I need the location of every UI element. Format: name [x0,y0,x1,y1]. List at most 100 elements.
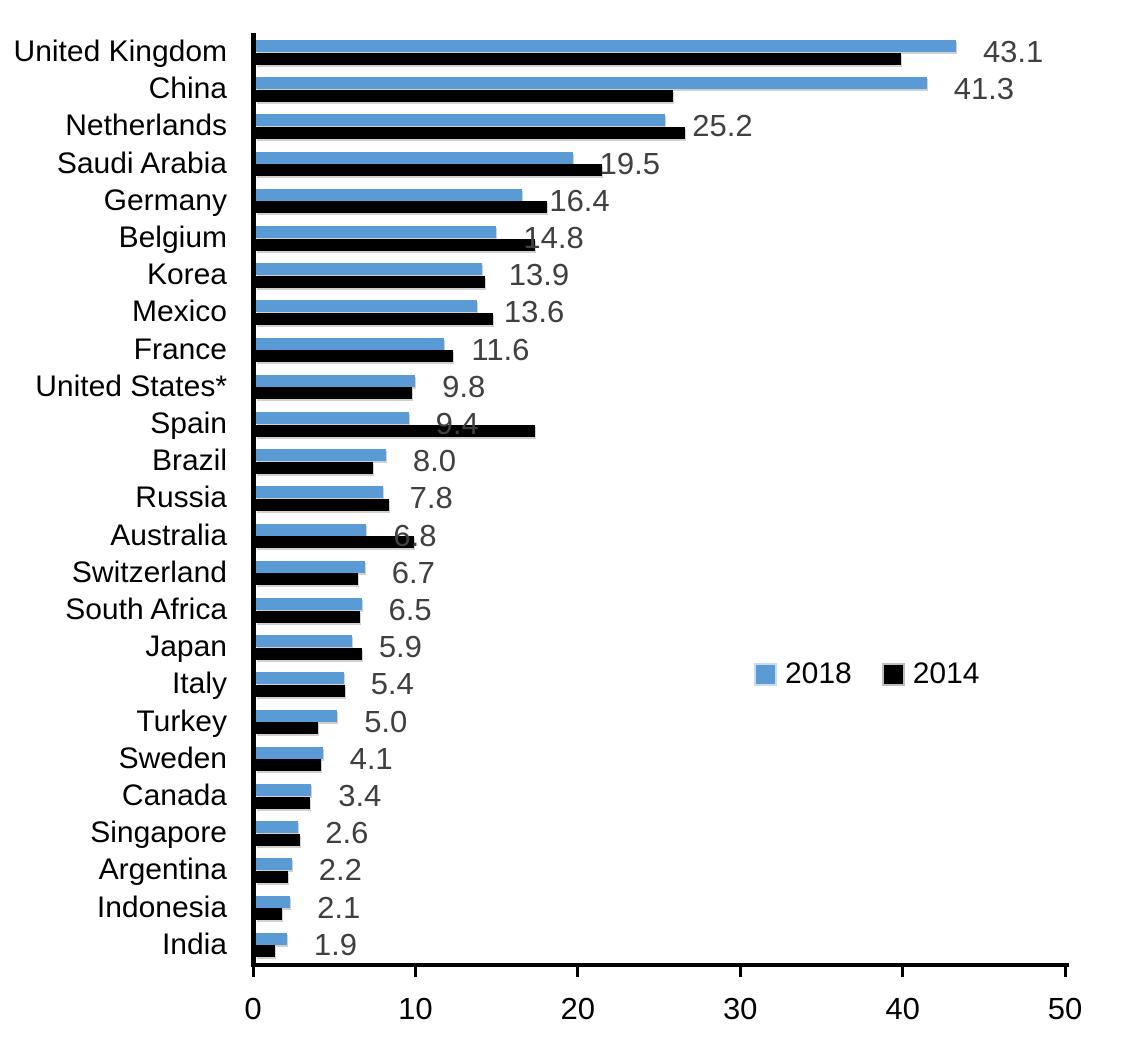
category-label-united-states: United States* [35,369,227,403]
legend-label-2014: 2014 [912,657,980,690]
value-label-netherlands: 25.2 [692,108,753,144]
value-label-india: 1.9 [313,926,357,962]
legend: 2018 2014 [754,657,980,691]
bar-2014-canada [256,796,310,809]
bar-2014-united-kingdom [256,52,901,65]
x-tick-20 [576,967,580,977]
bar-2014-australia [256,536,414,549]
bar-2014-turkey [256,722,318,735]
category-label-australia: Australia [110,518,227,552]
bar-2018-united-states [256,374,416,387]
value-label-china: 41.3 [953,71,1015,107]
category-label-switzerland: Switzerland [71,555,227,589]
bar-2014-belgium [256,238,536,251]
x-tick-40 [901,967,905,977]
legend-label-2018: 2018 [785,657,852,690]
bar-2018-turkey [256,709,338,722]
category-label-indonesia: Indonesia [96,890,227,924]
legend-item-2018: 2018 [754,657,852,691]
bar-2014-south-africa [256,610,360,623]
value-label-saudi-arabia: 19.5 [599,145,661,181]
bar-2018-saudi-arabia [256,151,573,164]
category-label-japan: Japan [145,630,227,664]
x-tick-label-20: 20 [560,991,596,1026]
x-tick-30 [738,967,742,977]
bar-2018-japan [256,635,352,648]
x-tick-50 [1063,967,1067,977]
value-label-united-kingdom: 43.1 [982,34,1044,69]
category-label-argentina: Argentina [98,853,227,887]
bar-2014-france [256,350,453,363]
bar-2014-japan [256,647,362,660]
value-label-france: 11.6 [471,331,530,367]
bar-2014-mexico [256,312,494,325]
category-label-singapore: Singapore [90,816,227,850]
bar-2014-korea [256,275,485,288]
category-label-korea: Korea [146,258,227,292]
bar-2018-sweden [256,746,323,759]
value-label-belgium: 14.8 [523,220,584,255]
bar-2018-australia [256,523,367,536]
bar-2018-india [256,932,287,945]
value-label-sweden: 4.1 [349,740,393,776]
category-label-spain: Spain [150,407,227,440]
value-label-italy: 5.4 [370,666,414,702]
x-tick-0 [251,967,255,977]
category-label-russia: Russia [135,481,227,515]
bar-2014-indonesia [256,908,282,921]
bar-2018-canada [256,784,312,796]
bar-2014-singapore [256,833,300,846]
bar-2018-united-kingdom [256,40,956,52]
value-label-germany: 16.4 [549,182,610,218]
x-tick-label-30: 30 [722,991,758,1026]
bar-2018-russia [256,486,383,499]
value-label-switzerland: 6.7 [391,554,435,590]
category-label-india: India [161,927,227,961]
bar-2014-italy [256,684,346,697]
category-label-france: France [133,332,227,366]
value-label-brazil: 8.0 [412,443,457,479]
value-label-argentina: 2.2 [318,852,362,888]
legend-swatch-2018-icon [754,662,777,686]
category-label-canada: Canada [121,779,227,812]
value-label-russia: 7.8 [409,480,453,516]
legend-item-2014: 2014 [881,657,980,691]
value-label-indonesia: 2.1 [317,889,361,925]
category-label-china: China [148,72,227,106]
bar-2014-brazil [256,461,373,474]
bar-2014-argentina [256,870,289,883]
bar-2014-united-states [256,387,412,400]
bar-2018-france [256,337,445,350]
bar-2018-netherlands [256,114,666,127]
category-label-italy: Italy [171,667,227,701]
value-label-spain: 9.4 [435,406,479,441]
bar-2018-mexico [256,300,477,313]
category-label-sweden: Sweden [118,741,227,775]
category-label-netherlands: Netherlands [65,109,227,143]
x-tick-10 [413,967,417,977]
bar-2018-singapore [256,821,299,834]
bar-2014-spain [256,424,536,437]
value-label-korea: 13.9 [508,257,570,293]
value-label-mexico: 13.6 [503,294,565,330]
bar-2014-switzerland [256,573,359,586]
category-label-turkey: Turkey [136,704,227,738]
x-tick-label-50: 50 [1047,991,1083,1026]
bar-2014-russia [256,498,390,511]
x-axis-line [251,963,1069,967]
value-label-united-states: 9.8 [442,368,486,404]
category-label-mexico: Mexico [131,295,227,329]
bar-2014-netherlands [256,126,685,139]
y-axis-line [251,33,256,967]
bar-2018-spain [256,412,409,424]
legend-swatch-2014-icon [881,662,905,686]
bar-2018-switzerland [256,560,365,573]
category-label-saudi-arabia: Saudi Arabia [56,146,227,180]
category-label-united-kingdom: United Kingdom [13,35,227,68]
bar-2014-germany [256,201,547,214]
category-label-belgium: Belgium [118,221,227,254]
bar-2018-indonesia [256,895,291,908]
category-label-south-africa: South Africa [65,593,227,626]
bar-2018-brazil [256,449,386,462]
bar-2018-germany [256,188,523,201]
